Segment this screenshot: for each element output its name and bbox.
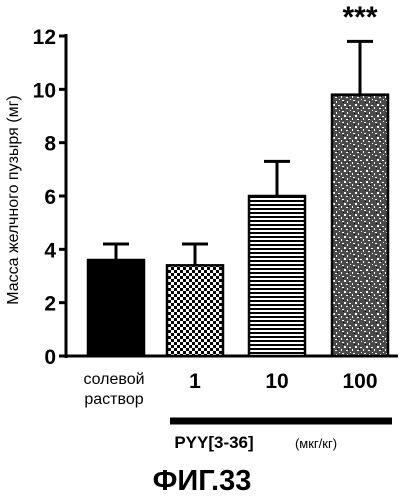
bars [88, 41, 388, 356]
x-tick-label: 100 [342, 370, 377, 393]
y-tick-label: 8 [44, 133, 56, 156]
bar [167, 265, 223, 356]
group-unit: (мкг/кг) [295, 436, 337, 451]
x-tick-label: 10 [265, 370, 288, 393]
bar [88, 260, 144, 356]
x-tick-label-line: солевой [83, 371, 144, 388]
y-tick-label: 0 [44, 346, 56, 369]
figure-caption: ФИГ.33 [153, 465, 252, 497]
bar [332, 95, 388, 356]
y-axis-label: Масса желчного пузыря (мг) [5, 95, 22, 305]
x-tick-label-line: раствор [84, 391, 143, 408]
y-tick-label: 4 [44, 239, 56, 262]
x-tick-label: солевой раствор [83, 371, 144, 408]
group-label: PYY[3-36] [174, 433, 253, 452]
y-tick-label: 10 [33, 79, 56, 102]
significance-annotation: *** [342, 1, 377, 34]
x-tick-label: 1 [189, 370, 201, 393]
y-tick-label: 2 [44, 293, 56, 316]
bar [249, 196, 305, 356]
y-tick-label: 12 [33, 26, 56, 49]
y-tick-label: 6 [44, 186, 56, 209]
